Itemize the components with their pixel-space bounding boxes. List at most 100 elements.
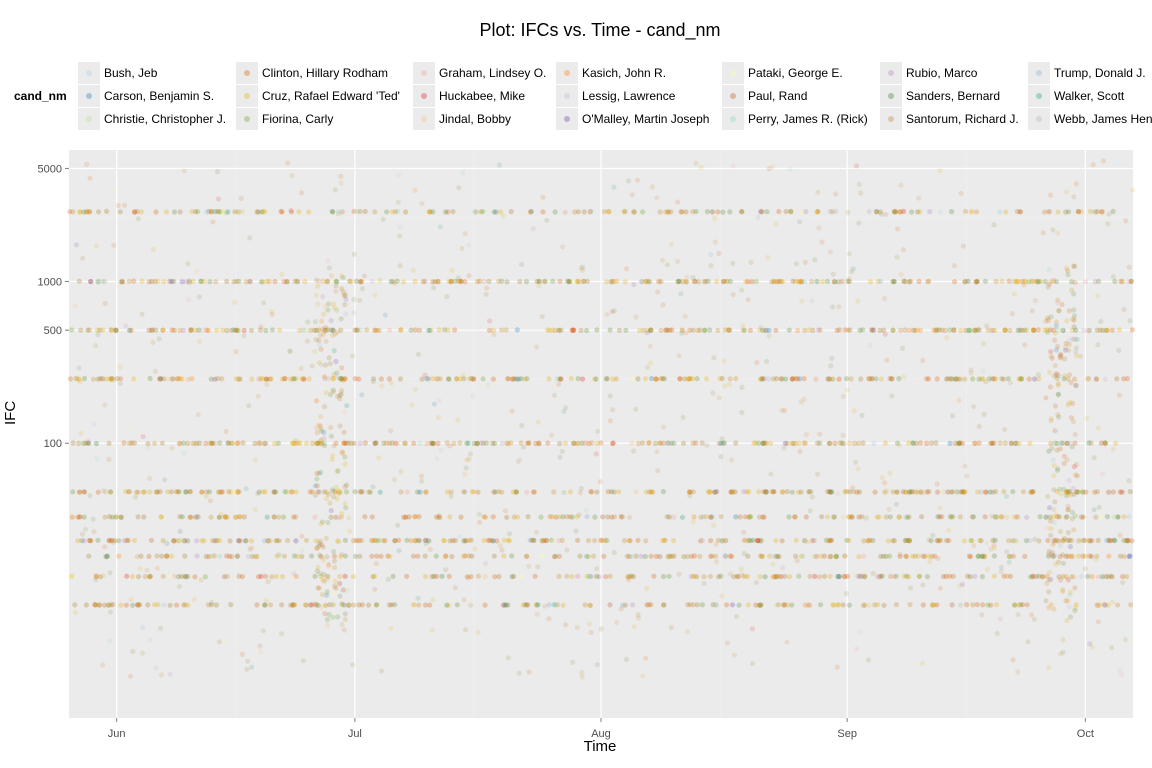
data-point	[817, 327, 823, 333]
data-point	[1078, 209, 1084, 215]
data-point	[255, 491, 261, 497]
data-point	[330, 327, 336, 333]
data-point	[464, 440, 470, 446]
data-point	[697, 553, 703, 560]
data-point	[279, 271, 285, 277]
data-point	[477, 519, 483, 526]
data-point	[528, 208, 534, 215]
data-point	[1031, 327, 1037, 333]
data-point	[319, 428, 325, 434]
legend-label: Walker, Scott	[1054, 89, 1125, 103]
data-point	[156, 376, 163, 382]
data-point	[917, 440, 924, 446]
data-point	[635, 376, 641, 382]
data-point	[819, 239, 825, 245]
data-point	[626, 553, 632, 560]
data-point	[196, 294, 202, 300]
data-point	[1061, 376, 1067, 382]
data-point	[79, 531, 86, 537]
data-point	[1045, 537, 1051, 544]
data-point	[825, 538, 832, 544]
data-point	[1067, 399, 1073, 405]
legend-key	[722, 108, 744, 130]
data-point	[375, 538, 381, 544]
data-point	[295, 279, 301, 285]
data-point	[271, 514, 277, 520]
data-point	[972, 327, 978, 334]
data-point	[798, 399, 804, 405]
data-point	[309, 363, 315, 369]
data-point	[86, 209, 92, 215]
data-point	[337, 580, 343, 587]
data-point	[206, 489, 213, 495]
data-point	[471, 489, 477, 495]
data-point	[262, 376, 269, 382]
data-point	[299, 533, 305, 539]
data-point	[289, 489, 295, 495]
data-point	[1069, 336, 1075, 342]
data-point	[882, 440, 889, 446]
legend-label: Santorum, Richard J.	[906, 112, 1019, 126]
data-point	[1126, 514, 1132, 520]
data-point	[423, 489, 429, 495]
data-point	[1116, 347, 1122, 353]
data-point	[583, 507, 589, 513]
data-point	[313, 601, 319, 607]
data-point	[76, 365, 82, 371]
data-point	[815, 189, 821, 195]
data-point	[378, 668, 385, 674]
data-point	[341, 627, 347, 633]
data-point	[894, 489, 900, 495]
data-point	[583, 440, 589, 446]
data-point	[342, 616, 348, 623]
data-point	[75, 376, 81, 382]
data-point	[662, 537, 668, 543]
data-point	[746, 537, 752, 544]
data-point	[559, 537, 565, 544]
data-point	[357, 440, 363, 447]
data-point	[351, 208, 357, 214]
data-point	[87, 493, 93, 499]
data-point	[895, 226, 901, 232]
data-point	[106, 602, 112, 608]
data-point	[738, 566, 744, 572]
data-point	[1089, 538, 1095, 544]
data-point	[1057, 352, 1064, 359]
data-point	[109, 514, 115, 520]
data-point	[447, 514, 453, 520]
data-point	[1121, 514, 1127, 520]
data-point	[601, 553, 607, 559]
data-point	[174, 602, 180, 608]
data-point	[404, 489, 410, 495]
data-point	[118, 514, 124, 520]
data-point	[169, 553, 175, 559]
data-point	[708, 538, 714, 544]
data-point	[346, 602, 352, 608]
data-point	[1051, 537, 1057, 543]
data-point	[763, 376, 769, 382]
data-point	[949, 489, 955, 495]
data-point	[1108, 573, 1114, 579]
data-point	[1004, 514, 1010, 520]
data-point	[359, 489, 365, 495]
data-point	[221, 574, 227, 580]
data-point	[262, 602, 268, 608]
data-point	[132, 209, 138, 215]
data-point	[783, 208, 789, 215]
data-point	[639, 279, 645, 285]
data-point	[811, 537, 817, 543]
data-point	[129, 573, 135, 580]
data-point	[557, 514, 563, 520]
data-point	[962, 279, 968, 285]
data-point	[268, 376, 274, 382]
data-point	[624, 574, 631, 580]
data-point	[279, 209, 285, 215]
data-point	[429, 440, 435, 446]
data-point	[1073, 602, 1079, 608]
data-point	[803, 514, 809, 520]
data-point	[924, 376, 930, 382]
data-point	[519, 261, 525, 268]
data-point	[916, 573, 923, 579]
data-point	[1063, 598, 1069, 604]
data-point	[856, 554, 862, 560]
